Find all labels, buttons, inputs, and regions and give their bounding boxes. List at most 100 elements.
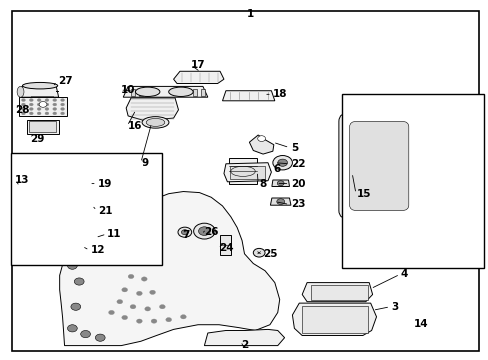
Ellipse shape (146, 118, 164, 126)
Circle shape (39, 102, 47, 107)
Circle shape (90, 204, 96, 208)
Circle shape (257, 136, 265, 141)
Circle shape (95, 334, 105, 341)
Circle shape (61, 108, 64, 111)
Polygon shape (344, 227, 380, 241)
Text: 18: 18 (272, 89, 287, 99)
FancyBboxPatch shape (349, 121, 408, 211)
Bar (220, 235, 230, 255)
Polygon shape (20, 86, 59, 97)
Ellipse shape (22, 82, 58, 89)
Circle shape (29, 108, 33, 111)
Circle shape (61, 103, 64, 106)
Polygon shape (270, 198, 290, 205)
Circle shape (74, 278, 84, 285)
Circle shape (45, 108, 49, 111)
Circle shape (159, 305, 165, 309)
Bar (193, 89, 197, 96)
Text: 15: 15 (356, 189, 371, 199)
Bar (229, 166, 264, 179)
Text: 14: 14 (413, 319, 428, 329)
Circle shape (181, 230, 188, 235)
Circle shape (397, 225, 403, 230)
Circle shape (74, 244, 84, 251)
Bar (31, 96, 53, 100)
Circle shape (21, 112, 25, 115)
Text: 19: 19 (98, 179, 112, 189)
Circle shape (412, 228, 425, 237)
Text: 27: 27 (58, 76, 72, 86)
Circle shape (351, 118, 361, 125)
Polygon shape (126, 98, 178, 121)
Circle shape (21, 99, 25, 102)
Circle shape (29, 112, 33, 115)
Circle shape (71, 303, 81, 310)
Circle shape (432, 235, 438, 239)
Circle shape (37, 99, 41, 102)
Text: 10: 10 (121, 85, 136, 95)
Bar (19, 97, 67, 116)
Circle shape (394, 223, 407, 232)
Circle shape (122, 315, 127, 320)
Circle shape (45, 112, 49, 115)
Ellipse shape (230, 166, 255, 176)
Circle shape (430, 249, 443, 258)
Text: 21: 21 (98, 206, 112, 216)
Circle shape (29, 99, 33, 102)
Circle shape (37, 103, 41, 106)
Text: 6: 6 (273, 164, 281, 174)
Bar (201, 89, 205, 96)
Text: 4: 4 (400, 269, 407, 279)
Circle shape (53, 112, 57, 115)
Text: 23: 23 (290, 199, 305, 210)
Bar (302, 306, 367, 333)
Circle shape (149, 290, 155, 294)
Text: 3: 3 (390, 302, 398, 312)
Text: 29: 29 (30, 134, 44, 144)
Bar (11, 153, 162, 265)
Circle shape (418, 247, 424, 251)
Circle shape (141, 277, 147, 281)
Circle shape (61, 99, 64, 102)
Text: 16: 16 (128, 121, 142, 131)
FancyBboxPatch shape (338, 112, 419, 220)
Circle shape (37, 112, 41, 115)
Circle shape (277, 181, 284, 186)
Circle shape (130, 305, 136, 309)
Circle shape (67, 325, 77, 332)
Polygon shape (123, 86, 207, 97)
Text: 8: 8 (259, 179, 266, 189)
Polygon shape (224, 163, 271, 182)
Circle shape (117, 300, 122, 304)
Circle shape (53, 103, 57, 106)
Polygon shape (271, 180, 289, 186)
Circle shape (45, 103, 49, 106)
Circle shape (434, 252, 440, 256)
Circle shape (92, 182, 99, 187)
Bar (19, 173, 55, 196)
Polygon shape (292, 303, 376, 336)
Circle shape (108, 310, 114, 315)
Circle shape (53, 99, 57, 102)
Text: 26: 26 (204, 227, 219, 237)
Polygon shape (302, 283, 372, 302)
Bar (131, 89, 135, 96)
Text: 24: 24 (219, 243, 233, 253)
Text: 20: 20 (290, 179, 305, 189)
Polygon shape (222, 91, 274, 101)
Bar (310, 285, 367, 300)
Circle shape (253, 248, 264, 257)
Circle shape (128, 274, 134, 279)
Circle shape (272, 156, 292, 170)
Text: 22: 22 (290, 159, 305, 169)
Circle shape (416, 230, 422, 234)
Circle shape (276, 199, 284, 204)
Circle shape (165, 318, 171, 322)
Circle shape (144, 307, 150, 311)
Circle shape (122, 288, 127, 292)
Text: 11: 11 (106, 229, 121, 239)
Ellipse shape (90, 181, 101, 188)
Circle shape (414, 244, 427, 254)
Text: 1: 1 (246, 9, 253, 19)
Text: 25: 25 (263, 249, 277, 259)
